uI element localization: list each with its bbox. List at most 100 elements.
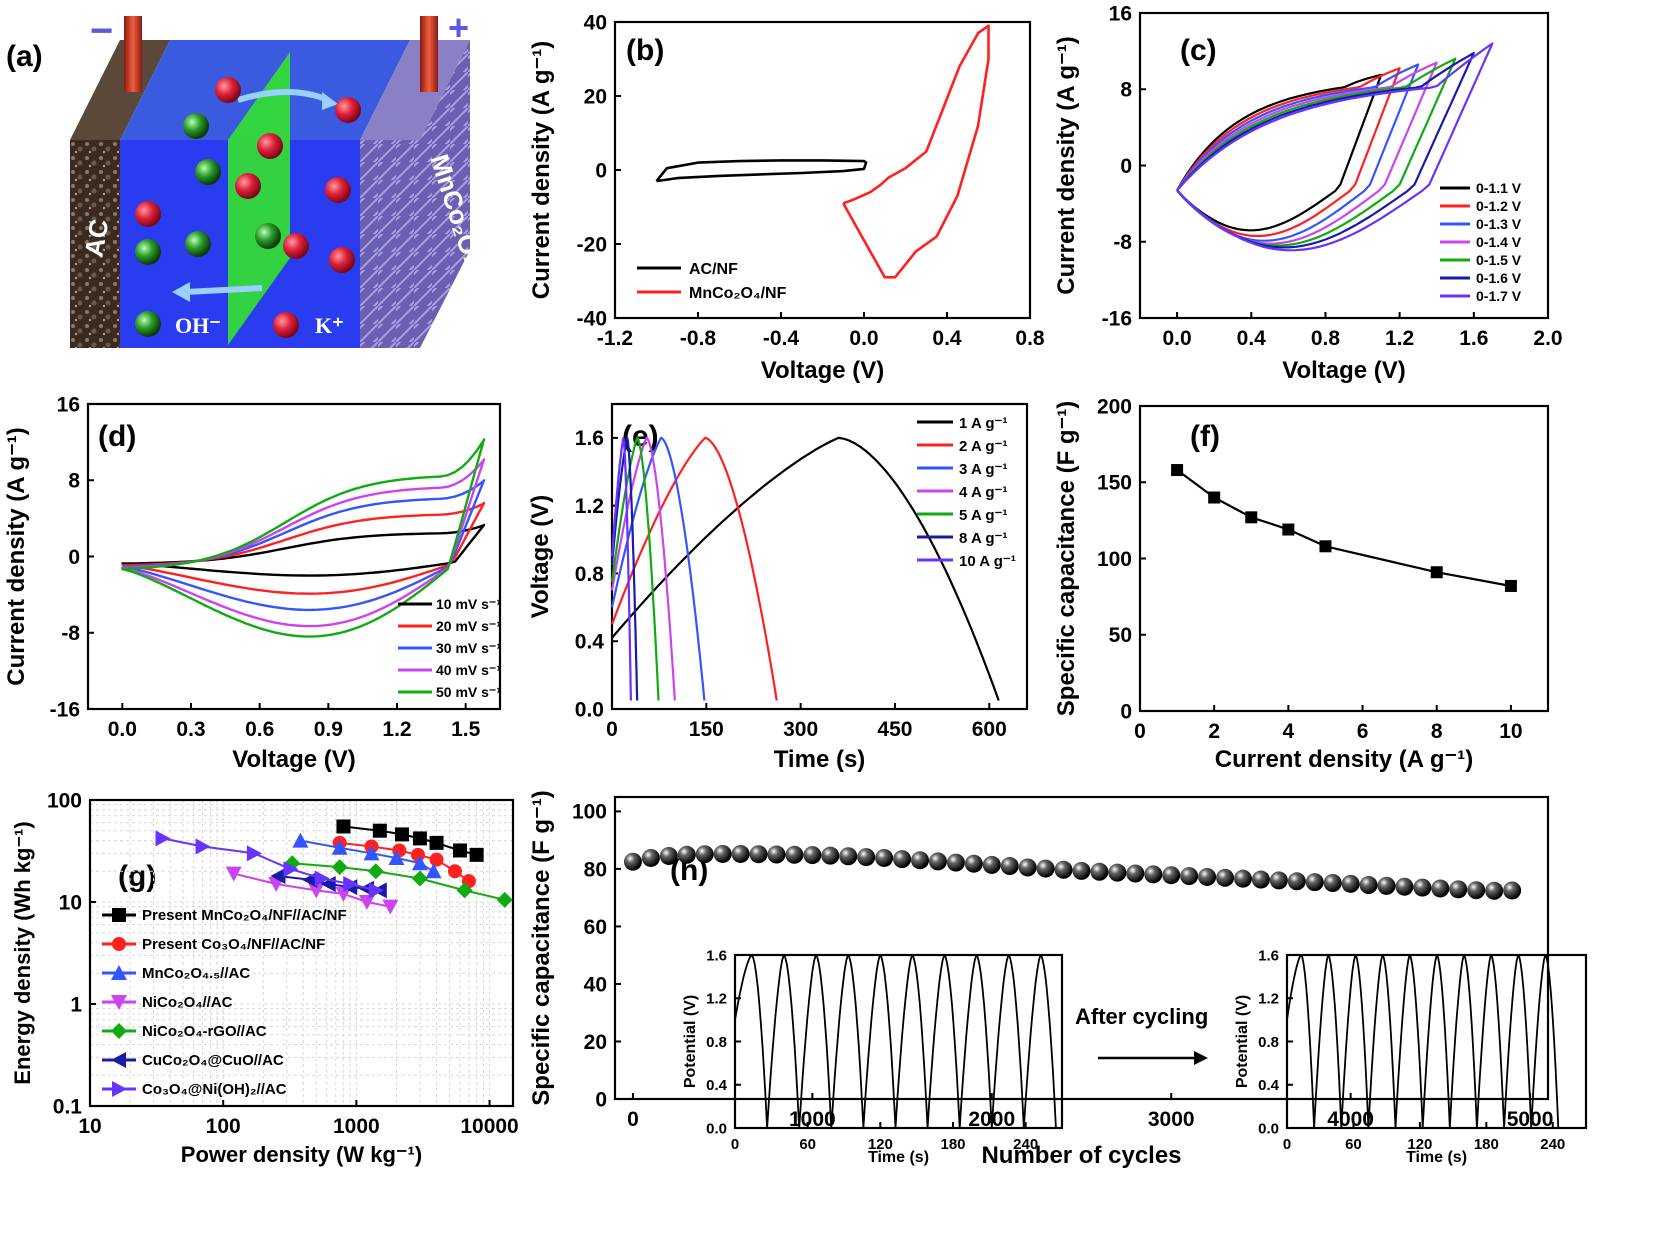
x-tick-label: 0.0 — [1162, 327, 1191, 350]
data-point — [363, 845, 380, 861]
data-point — [1233, 869, 1252, 888]
legend-entry: 0-1.7 V — [1476, 288, 1522, 304]
oh-ion — [185, 231, 211, 257]
panel-g-chart: 10 100 1000 10000 0.1 1 10 100 Power density (W … — [10, 789, 519, 1167]
data-point — [1413, 878, 1432, 897]
series-window-01.7 — [1176, 42, 1494, 252]
data-point — [1305, 873, 1324, 892]
data-point — [388, 850, 405, 866]
charts: -1.2 -0.8 -0.4 0.0 0.4 0.8-40-2002040Voltage … — [3, 2, 1588, 1169]
panel-c-chart: 0.0 0.4 0.8 1.2 1.6 2.0 -16 -8 0 8 16 Voltage (V) Cu… — [1053, 2, 1563, 384]
x-tick-label: 60 — [799, 1136, 816, 1153]
x-tick-label: 0 — [627, 1108, 639, 1131]
data-point — [1054, 860, 1073, 879]
mnco2o4-electrode-face — [360, 40, 470, 348]
capacitance-line — [1176, 469, 1512, 588]
data-point — [1108, 863, 1127, 882]
x-tick-label: 1000 — [333, 1115, 380, 1138]
x-axis-label: Time (s) — [868, 1149, 929, 1166]
y-tick-label: 20 — [584, 85, 607, 108]
k-label: K⁺ — [315, 313, 344, 338]
data-point — [111, 995, 127, 1010]
x-tick-label: 120 — [1407, 1136, 1432, 1153]
x-tick-label: 0.9 — [314, 718, 343, 741]
legend-entry: 0-1.1 V — [1476, 180, 1522, 196]
k-ion — [215, 77, 241, 103]
y-tick-label: 16 — [57, 393, 80, 416]
data-point — [946, 853, 965, 872]
y-tick-label: 0 — [595, 1088, 607, 1111]
y-tick-label: 0.0 — [1258, 1120, 1279, 1137]
series-gcd-5a — [610, 436, 660, 701]
data-point — [1449, 880, 1468, 899]
data-point — [111, 965, 127, 980]
y-tick-label: 0.1 — [53, 1095, 83, 1118]
series-window-01.3 — [1176, 63, 1420, 242]
y-tick-label: 0 — [595, 159, 607, 182]
data-point — [1162, 866, 1181, 885]
x-tick-label: 0.4 — [1237, 327, 1267, 350]
data-point — [1359, 876, 1378, 895]
x-tick-label: 4 — [1283, 720, 1295, 743]
y-tick-label: 0.4 — [1258, 1077, 1280, 1094]
x-tick-label: 0 — [731, 1136, 739, 1153]
series-window-01.4 — [1176, 61, 1438, 245]
data-point — [1431, 879, 1450, 898]
x-tick-label: 0 — [606, 718, 618, 741]
data-point — [469, 847, 484, 862]
oh-label: OH⁻ — [175, 313, 221, 338]
data-point — [425, 863, 442, 879]
k-ion — [257, 133, 283, 159]
series-gcd-2a — [610, 436, 778, 701]
x-tick-label: 0.0 — [108, 718, 137, 741]
data-point — [1072, 861, 1091, 880]
x-tick-label: 300 — [783, 718, 818, 741]
y-tick-label: 20 — [584, 1031, 607, 1054]
data-point — [336, 819, 351, 834]
y-axis-label: Specific capacitance (F g⁻¹) — [528, 790, 555, 1105]
data-point — [1269, 871, 1288, 890]
legend-entry: 2 A g⁻¹ — [959, 438, 1007, 455]
x-tick-label: -0.8 — [680, 327, 717, 350]
data-point — [1251, 870, 1270, 889]
data-point — [453, 843, 468, 858]
ac-label: AC — [78, 217, 114, 259]
k-ion — [335, 97, 361, 123]
x-axis-label: Time (s) — [774, 746, 866, 773]
data-point — [695, 845, 714, 864]
y-tick-label: 40 — [584, 973, 607, 996]
data-point — [875, 848, 894, 867]
ragone-series-line — [233, 872, 391, 908]
separator — [228, 52, 290, 345]
k-ion — [283, 233, 309, 259]
legend-entry: 4 A g⁻¹ — [959, 484, 1007, 501]
y-tick-label: 100 — [47, 789, 82, 812]
y-tick-label: 100 — [1097, 548, 1132, 571]
x-tick-label: 0.4 — [932, 327, 962, 350]
x-tick-label: 10000 — [460, 1115, 518, 1138]
data-point — [496, 891, 513, 908]
ion-spheres — [135, 77, 361, 338]
panel-label-g: (g) — [118, 860, 156, 893]
after-cycling-label: After cycling — [1075, 1004, 1208, 1029]
data-point — [331, 859, 348, 876]
oh-ion — [183, 113, 209, 139]
y-tick-label: 0.4 — [706, 1077, 728, 1094]
data-point — [343, 876, 359, 893]
series-gcd-4a — [610, 436, 676, 701]
y-tick-label: 1.6 — [575, 427, 604, 450]
data-point — [785, 845, 804, 864]
legend-entry: 0-1.5 V — [1476, 252, 1522, 268]
positive-terminal — [420, 16, 438, 92]
series-gcd-10a — [610, 436, 632, 701]
x-tick-label: 0.3 — [176, 718, 205, 741]
data-point — [111, 1023, 127, 1039]
legend-entry: 10 mV s⁻¹ — [436, 596, 501, 612]
legend-entry: Present Co₃O₄/NF//AC/NF — [142, 936, 325, 953]
data-point — [1504, 579, 1517, 592]
y-tick-label: 10 — [59, 891, 82, 914]
y-tick-label: -40 — [577, 307, 607, 330]
y-tick-label: 0.4 — [575, 631, 605, 654]
k-ion — [135, 201, 161, 227]
y-axis-label: Energy density (Wh kg⁻¹) — [10, 821, 35, 1084]
